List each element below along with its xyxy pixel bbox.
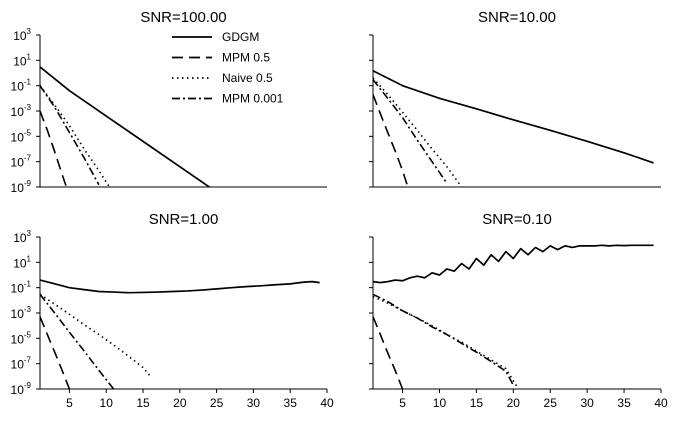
y-tick-label: 10-5 [11, 128, 32, 144]
y-tick-label: 101 [13, 254, 31, 270]
x-tick-label: 40 [654, 396, 668, 410]
series-line-mpm-0-5 [373, 316, 404, 389]
x-tick-label: 20 [507, 396, 521, 410]
x-tick-label: 10 [433, 396, 447, 410]
y-tick-label: 10-1 [11, 78, 32, 94]
y-tick-label: 101 [13, 52, 31, 68]
x-tick-label: 30 [580, 396, 594, 410]
series-line-gdgm [40, 66, 211, 187]
x-tick-label: 30 [247, 396, 261, 410]
x-tick-label: 35 [617, 396, 631, 410]
panel-title: SNR=10.00 [478, 9, 556, 26]
series-line-gdgm [40, 279, 320, 294]
y-tick-label: 10-7 [11, 356, 32, 372]
y-tick-label: 103 [13, 27, 31, 43]
x-tick-label: 15 [136, 396, 150, 410]
series-line-mpm-0-5 [40, 316, 71, 389]
legend-label: Naive 0.5 [222, 71, 273, 85]
series-line-mpm-0-001 [373, 293, 515, 386]
series-line-mpm-0-001 [40, 85, 100, 186]
x-tick-label: 5 [399, 396, 406, 410]
y-tick-label: 10-3 [11, 305, 32, 321]
x-tick-label: 10 [100, 396, 114, 410]
x-tick-label: 25 [210, 396, 224, 410]
series-line-gdgm [373, 70, 654, 164]
y-tick-label: 10-1 [11, 280, 32, 296]
y-tick-label: 10-5 [11, 330, 32, 346]
y-tick-label: 10-9 [11, 179, 32, 195]
legend-label: MPM 0.001 [222, 92, 284, 106]
panel-1: SNR=100.00 103 101 10-1 10-3 10-5 10-7 10-9 [11, 9, 327, 195]
legend-label: MPM 0.5 [222, 51, 270, 65]
series-line-mpm-0-5 [40, 110, 68, 187]
panel-title: SNR=100.00 [140, 9, 226, 26]
x-tick-label: 35 [284, 396, 298, 410]
x-tick-label: 40 [320, 396, 334, 410]
x-tick-label: 25 [544, 396, 558, 410]
panel-title: SNR=1.00 [149, 211, 219, 228]
series-line-mpm-0-5 [373, 94, 409, 187]
y-tick-label: 10-3 [11, 103, 32, 119]
panel-3: SNR=1.00 103 101 10-1 10-3 10-5 10-7 10-9 5 10 15 2… [11, 211, 334, 410]
x-tick-label: 15 [470, 396, 484, 410]
x-tick-label: 20 [173, 396, 187, 410]
panel-2: SNR=10.00 [369, 9, 661, 188]
x-tick-label: 5 [66, 396, 73, 410]
legend: GDGM MPM 0.5 Naive 0.5 MPM 0.001 [172, 30, 284, 106]
legend-label: GDGM [222, 30, 259, 44]
series-line-mpm-0-001 [373, 79, 448, 184]
series-line-mpm-0-001 [40, 293, 115, 389]
series-line-naive-0-5 [40, 85, 111, 187]
y-tick-label: 103 [13, 229, 31, 245]
y-tick-label: 10-9 [11, 381, 32, 397]
series-line-naive-0-5 [40, 293, 151, 377]
series-line-naive-0-5 [373, 295, 520, 389]
series-line-naive-0-5 [373, 77, 463, 187]
panel-4: SNR=0.10 5 10 15 20 25 30 35 40 [369, 211, 668, 410]
series-line-gdgm [373, 244, 654, 284]
panel-title: SNR=0.10 [482, 211, 552, 228]
y-tick-label: 10-7 [11, 154, 32, 170]
